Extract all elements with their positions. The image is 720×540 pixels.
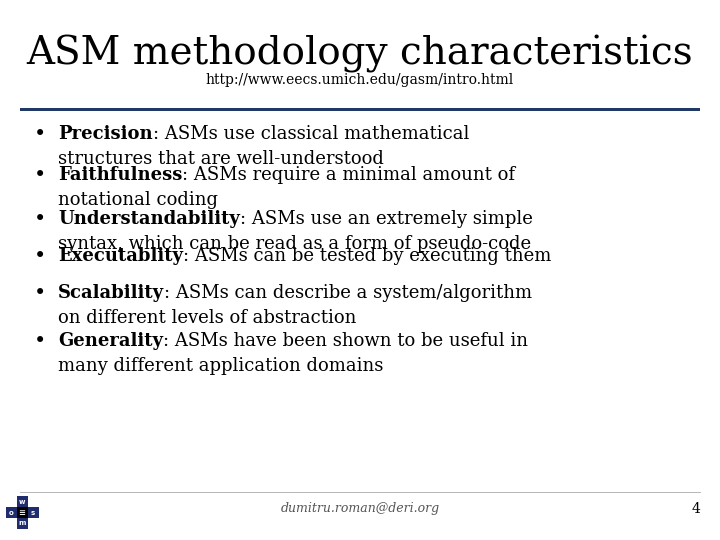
- Text: dumitru.roman@deri.org: dumitru.roman@deri.org: [280, 502, 440, 515]
- Text: 4: 4: [691, 502, 700, 516]
- Text: : ASMs can be tested by executing them: : ASMs can be tested by executing them: [183, 247, 552, 265]
- Text: notational coding: notational coding: [58, 191, 218, 209]
- Text: •: •: [34, 210, 46, 229]
- Text: o: o: [9, 510, 14, 516]
- Text: Generality: Generality: [58, 332, 163, 350]
- Text: structures that are well-understood: structures that are well-understood: [58, 150, 384, 168]
- Text: : ASMs have been shown to be useful in: : ASMs have been shown to be useful in: [163, 332, 528, 350]
- Bar: [17, 496, 28, 507]
- Text: m: m: [18, 520, 26, 526]
- Text: •: •: [34, 284, 46, 303]
- Text: ASM methodology characteristics: ASM methodology characteristics: [27, 35, 693, 73]
- Text: •: •: [34, 125, 46, 144]
- Bar: [17, 518, 28, 529]
- Text: : ASMs require a minimal amount of: : ASMs require a minimal amount of: [182, 166, 516, 184]
- Text: syntax, which can be read as a form of pseudo-code: syntax, which can be read as a form of p…: [58, 235, 531, 253]
- Text: s: s: [31, 510, 35, 516]
- Text: ≡: ≡: [19, 509, 25, 517]
- Bar: [6, 507, 17, 518]
- Text: Precision: Precision: [58, 125, 153, 143]
- Text: : ASMs use an extremely simple: : ASMs use an extremely simple: [240, 210, 533, 228]
- Text: w: w: [19, 499, 25, 505]
- Text: •: •: [34, 166, 46, 185]
- Bar: [17, 507, 28, 518]
- Text: Faithfulness: Faithfulness: [58, 166, 182, 184]
- Text: Executablity: Executablity: [58, 247, 183, 265]
- Text: many different application domains: many different application domains: [58, 357, 383, 375]
- Text: on different levels of abstraction: on different levels of abstraction: [58, 309, 356, 327]
- Text: •: •: [34, 247, 46, 266]
- Text: http://www.eecs.umich.edu/gasm/intro.html: http://www.eecs.umich.edu/gasm/intro.htm…: [206, 73, 514, 87]
- Text: Understandability: Understandability: [58, 210, 240, 228]
- Text: Scalability: Scalability: [58, 284, 164, 302]
- Bar: [28, 507, 39, 518]
- Text: •: •: [34, 332, 46, 351]
- Text: : ASMs can describe a system/algorithm: : ASMs can describe a system/algorithm: [164, 284, 532, 302]
- Text: : ASMs use classical mathematical: : ASMs use classical mathematical: [153, 125, 469, 143]
